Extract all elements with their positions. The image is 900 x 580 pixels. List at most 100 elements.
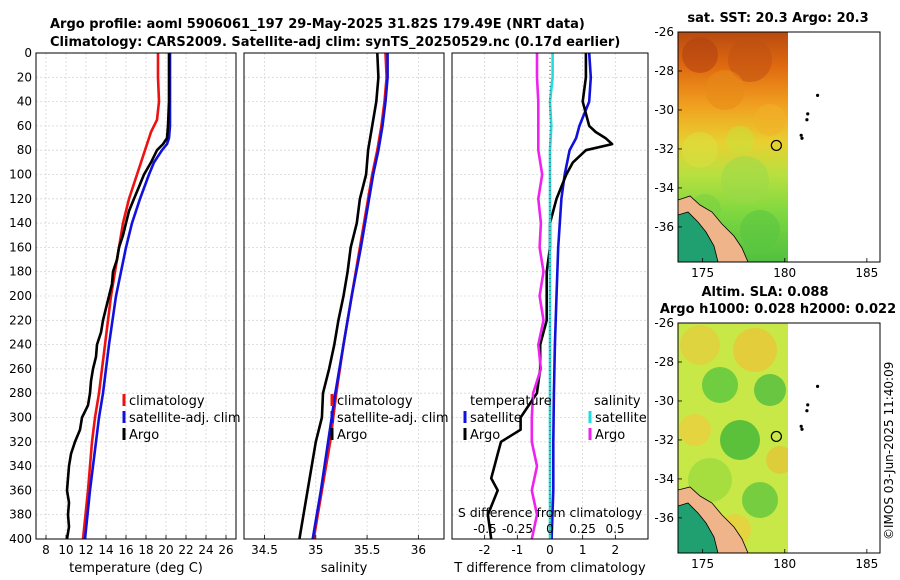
y-tick-label: -34 [654,181,674,195]
island-marker [800,136,804,140]
plot-frame [35,52,237,540]
legend-label: Argo [595,428,625,443]
y-tick-label: 340 [9,459,32,473]
x2-tick-label: -0.25 [502,522,533,536]
x-tick-label: 22 [178,543,193,557]
bathy-contour [678,211,719,262]
x-tick-label: 175 [691,557,714,571]
legend-label: satellite [595,411,647,426]
island-marker [805,409,809,413]
x-tick-label: 175 [691,266,714,280]
legend-label: climatology [337,394,413,409]
x-tick-label: 36 [411,543,426,557]
legend-label: satellite-adj. clim [337,411,449,426]
sst-patch [754,104,786,136]
sla-patch [766,446,788,474]
y-tick-label: -36 [654,511,674,525]
sst-map-title: sat. SST: 20.3 Argo: 20.3 [687,11,868,26]
x-tick-label: 185 [855,266,878,280]
sst-map-panel: sat. SST: 20.3 Argo: 20.3 -26 -28 -30 -32 -34… [654,11,881,280]
y-tick-label: -30 [654,103,674,117]
island-marker [800,427,804,431]
series-line-satellite-adj-clim [311,53,389,540]
island-marker [805,118,809,122]
island-marker [799,133,803,137]
legend-title-salinity: salinity [594,394,641,409]
x-tick-label: 180 [773,557,796,571]
x-tick-label: 12 [78,543,93,557]
y-tick-label: 260 [9,362,32,376]
map-frame [677,31,881,263]
legend-label: satellite [470,411,522,426]
y-tick-label: -28 [654,355,674,369]
sst-patch [705,70,745,110]
x2-tick-label: 0.25 [569,522,596,536]
sst-patch [728,38,772,82]
sst-patch [740,210,780,250]
series-line-temperature-satellite [550,52,593,540]
y-tick-label: -32 [654,433,674,447]
x-tick-label: 185 [855,557,878,571]
series-line-salinity-argo [530,53,545,540]
y-tick-label: 220 [9,313,32,327]
legend-label: climatology [129,394,205,409]
y-tick-label: -32 [654,142,674,156]
y-tick-label: 140 [9,216,32,230]
legend-label: Argo [129,428,159,443]
sst-patch [721,156,769,204]
y-tick-label: -28 [654,64,674,78]
y-tick-label: 400 [9,532,32,546]
difference-panel: -2 -1 0 1 2 T difference from climatology S di… [451,52,649,576]
x-tick-label: -2 [479,543,491,557]
y-tick-label: 40 [17,95,32,109]
island-marker [806,403,810,407]
series-line-temperature-argo [486,53,614,540]
y-tick-label: 320 [9,435,32,449]
bathy-contour [678,502,719,553]
float-position-marker [770,430,782,443]
x-tick-label: 180 [773,266,796,280]
y-tick-label: 360 [9,483,32,497]
sla-map-panel: Altim. SLA: 0.088 Argo h1000: 0.028 h2000… [654,285,896,571]
y-tick-label: 240 [9,338,32,352]
x2-tick-label: -0.5 [473,522,496,536]
x2-tick-label: 0 [546,522,554,536]
sla-patch [680,325,720,365]
x-tick-label: 20 [158,543,173,557]
sla-patch [702,367,738,403]
salinity-panel: 34.5 35 35.5 36 salinity climatology satellite… [243,52,449,576]
legend-label: Argo [470,428,500,443]
x-tick-label: 35 [308,543,323,557]
y-tick-label: -36 [654,220,674,234]
figure-title-line1: Argo profile: aoml 5906061_197 29-May-20… [50,17,585,32]
x-axis-label: temperature (deg C) [69,561,203,576]
sla-patch [742,482,778,518]
sla-patch [733,328,777,372]
x-axis-label: salinity [321,561,368,576]
x-tick-label: 24 [198,543,213,557]
x-tick-label: 16 [118,543,133,557]
y-tick-label: 20 [17,70,32,84]
x-tick-label: 18 [138,543,153,557]
temperature-panel: 8 10 12 14 16 18 20 22 24 26020406080100120140160… [9,46,241,576]
y-tick-label: 60 [17,119,32,133]
sst-patch [682,132,718,168]
y-tick-label: 0 [24,46,32,60]
y-tick-label: 180 [9,265,32,279]
island-marker [815,93,820,97]
x-tick-label: 10 [58,543,73,557]
x-tick-label: 35.5 [354,543,381,557]
sla-patch [679,414,711,446]
sst-patch [682,37,718,73]
x-tick-label: -1 [511,543,523,557]
y-tick-label: 200 [9,289,32,303]
y-tick-label: 80 [17,143,32,157]
y-tick-label: -26 [654,316,674,330]
x-tick-label: 8 [42,543,50,557]
sla-map-title: Altim. SLA: 0.088 [702,285,829,300]
sla-patch [688,458,732,502]
series-line-satellite-adj-clim [83,53,172,540]
map-data-layer [678,323,788,553]
y-tick-label: -34 [654,472,674,486]
